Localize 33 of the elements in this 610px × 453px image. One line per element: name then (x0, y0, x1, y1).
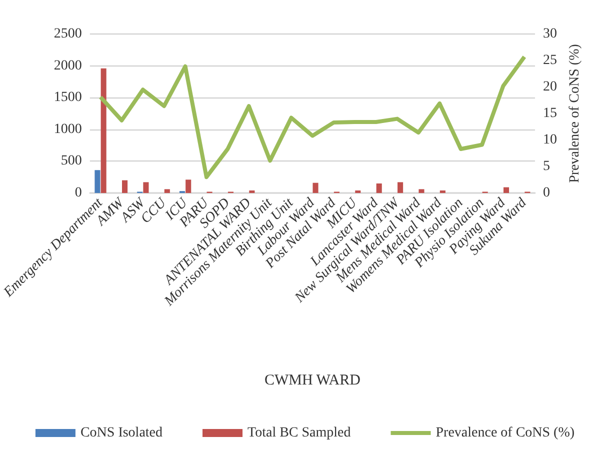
bar (94, 170, 100, 193)
y-tick-label: 1000 (54, 122, 82, 137)
bar (143, 182, 149, 193)
legend-label: CoNS Isolated (80, 426, 163, 440)
y-tick-label: 2000 (54, 58, 82, 74)
bar (186, 180, 192, 193)
line-series (98, 54, 526, 180)
y-tick-label: 500 (60, 154, 82, 169)
bar (418, 189, 424, 193)
bar (355, 190, 361, 193)
legend-label: Total BC Sampled (248, 426, 351, 440)
y-tick-label: 2500 (54, 26, 82, 42)
y2-axis-title: Prevalence of CoNS (%) (567, 44, 582, 183)
y2-tick-label: 25 (543, 53, 557, 68)
y2-tick-label: 30 (543, 26, 557, 42)
y2-tick-label: 10 (543, 132, 557, 148)
y2-tick-label: 0 (543, 186, 550, 200)
bar (440, 190, 446, 193)
y-tick-label: 0 (74, 186, 82, 200)
bar (503, 187, 510, 193)
bar (376, 183, 382, 193)
y2-tick-label: 5 (543, 159, 550, 174)
bar (249, 190, 255, 193)
bar (164, 189, 170, 193)
y2-tick-label: 20 (543, 80, 557, 94)
bar (312, 182, 318, 193)
legend-label: Prevalence of CoNS (%) (436, 426, 575, 440)
bar (100, 68, 106, 193)
x-axis-title: CWMH WARD (264, 372, 361, 388)
y2-tick-label: 15 (543, 106, 557, 121)
y-tick-label: 1500 (54, 90, 82, 106)
bar (122, 180, 128, 193)
bar (398, 182, 404, 193)
